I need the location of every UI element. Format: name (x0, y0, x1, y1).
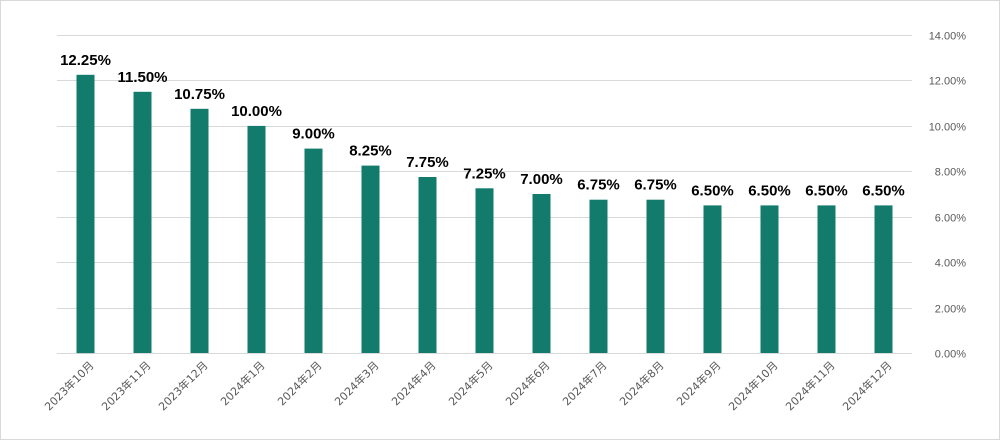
y-tick-label: 10.00% (929, 122, 967, 134)
data-label: 12.25% (60, 52, 111, 69)
bar (76, 74, 95, 354)
bar (589, 199, 608, 353)
data-label: 6.50% (748, 182, 791, 199)
x-tick-label: 2024年12月 (839, 358, 894, 413)
y-tick-label: 4.00% (935, 258, 966, 270)
data-label: 7.75% (406, 154, 449, 171)
y-tick-label: 2.00% (935, 304, 966, 316)
x-tick-label: 2023年10月 (41, 358, 96, 413)
y-tick-label: 6.00% (935, 213, 966, 225)
bar (190, 108, 209, 353)
data-label: 6.75% (634, 177, 677, 194)
data-label: 6.75% (577, 177, 620, 194)
x-tick-label: 2023年12月 (155, 358, 210, 413)
bar (304, 148, 323, 353)
x-tick-label: 2024年4月 (388, 358, 438, 408)
bar (418, 177, 437, 353)
y-tick-label: 8.00% (935, 167, 966, 179)
data-label: 7.25% (463, 165, 506, 182)
bar (133, 91, 152, 354)
data-labels: 12.25% 11.50% 10.75% 10.00% 9.00% 8.25% 7.75% 7… (60, 52, 905, 200)
x-tick-label: 2024年9月 (673, 358, 723, 408)
y-tick-label: 0.00% (935, 349, 966, 361)
data-label: 10.00% (231, 103, 282, 120)
x-tick-label: 2023年11月 (98, 358, 153, 413)
x-tick-label: 2024年2月 (274, 358, 324, 408)
x-tick-label: 2024年8月 (616, 358, 666, 408)
bar (247, 125, 266, 354)
data-label: 6.50% (691, 182, 734, 199)
data-label: 7.00% (520, 171, 563, 188)
bar (760, 205, 779, 353)
y-tick-label: 14.00% (929, 31, 967, 43)
x-tick-label: 2024年7月 (559, 358, 609, 408)
bar (361, 165, 380, 353)
bars (76, 74, 893, 354)
y-axis-ticks: 0.00% 2.00% 4.00% 6.00% 8.00% 10.00% 12.00% 14.… (929, 31, 967, 361)
x-tick-label: 2024年5月 (445, 358, 495, 408)
x-tick-label: 2024年1月 (217, 358, 267, 408)
bar (817, 205, 836, 353)
x-tick-label: 2024年11月 (782, 358, 837, 413)
x-tick-label: 2024年10月 (725, 358, 780, 413)
x-tick-label: 2024年6月 (502, 358, 552, 408)
data-label: 9.00% (292, 126, 335, 143)
data-label: 11.50% (117, 69, 167, 86)
bar (646, 199, 665, 353)
data-label: 6.50% (805, 182, 848, 199)
bar (874, 205, 893, 353)
x-axis-ticks: 2023年10月 2023年11月 2023年12月 2024年1月 2024年2月 20… (41, 358, 894, 413)
bar (532, 194, 551, 353)
data-label: 10.75% (174, 86, 225, 103)
data-label: 8.25% (349, 143, 392, 160)
bar (475, 188, 494, 353)
data-label: 6.50% (862, 182, 905, 199)
x-tick-label: 2024年3月 (331, 358, 381, 408)
y-tick-label: 12.00% (929, 76, 967, 88)
bar (703, 205, 722, 353)
